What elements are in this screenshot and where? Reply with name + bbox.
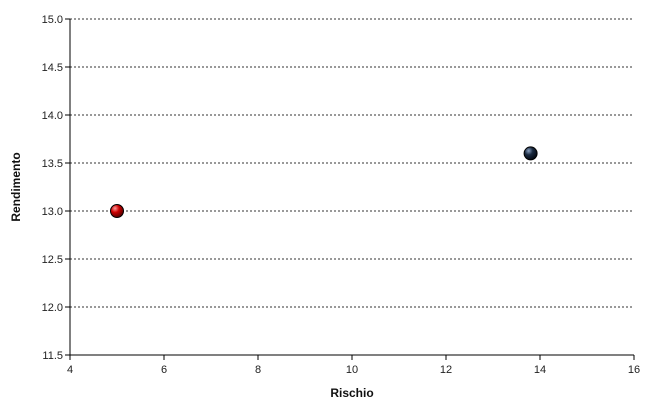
data-point-1[interactable] bbox=[523, 146, 538, 161]
data-point-0[interactable] bbox=[110, 204, 124, 218]
x-tick-label-3: 10 bbox=[346, 364, 358, 376]
x-axis-title: Rischio bbox=[330, 386, 373, 400]
y-tick-label-1: 12.0 bbox=[42, 302, 63, 314]
y-tick-label-5: 14.0 bbox=[42, 110, 63, 122]
x-tick-label-0: 4 bbox=[67, 364, 73, 376]
x-axis-ticks: 4 6 8 10 12 14 16 bbox=[67, 355, 640, 376]
axes bbox=[69, 19, 634, 356]
x-tick-label-2: 8 bbox=[255, 364, 261, 376]
y-tick-label-3: 13.0 bbox=[42, 206, 63, 218]
y-tick-label-0: 11.5 bbox=[42, 350, 63, 362]
x-tick-label-1: 6 bbox=[161, 364, 167, 376]
x-tick-label-6: 16 bbox=[628, 364, 640, 376]
data-points bbox=[110, 146, 538, 218]
y-axis-title: Rendimento bbox=[9, 152, 23, 221]
y-tick-label-6: 14.5 bbox=[42, 62, 63, 74]
y-tick-label-7: 15.0 bbox=[42, 14, 63, 26]
grid-lines bbox=[70, 18, 634, 308]
y-axis-ticks: 11.5 12.0 12.5 13.0 13.5 14.0 14.5 15.0 bbox=[42, 14, 70, 362]
x-tick-label-4: 12 bbox=[440, 364, 452, 376]
y-tick-label-2: 12.5 bbox=[42, 254, 63, 266]
x-tick-label-5: 14 bbox=[534, 364, 546, 376]
y-tick-label-4: 13.5 bbox=[42, 158, 63, 170]
